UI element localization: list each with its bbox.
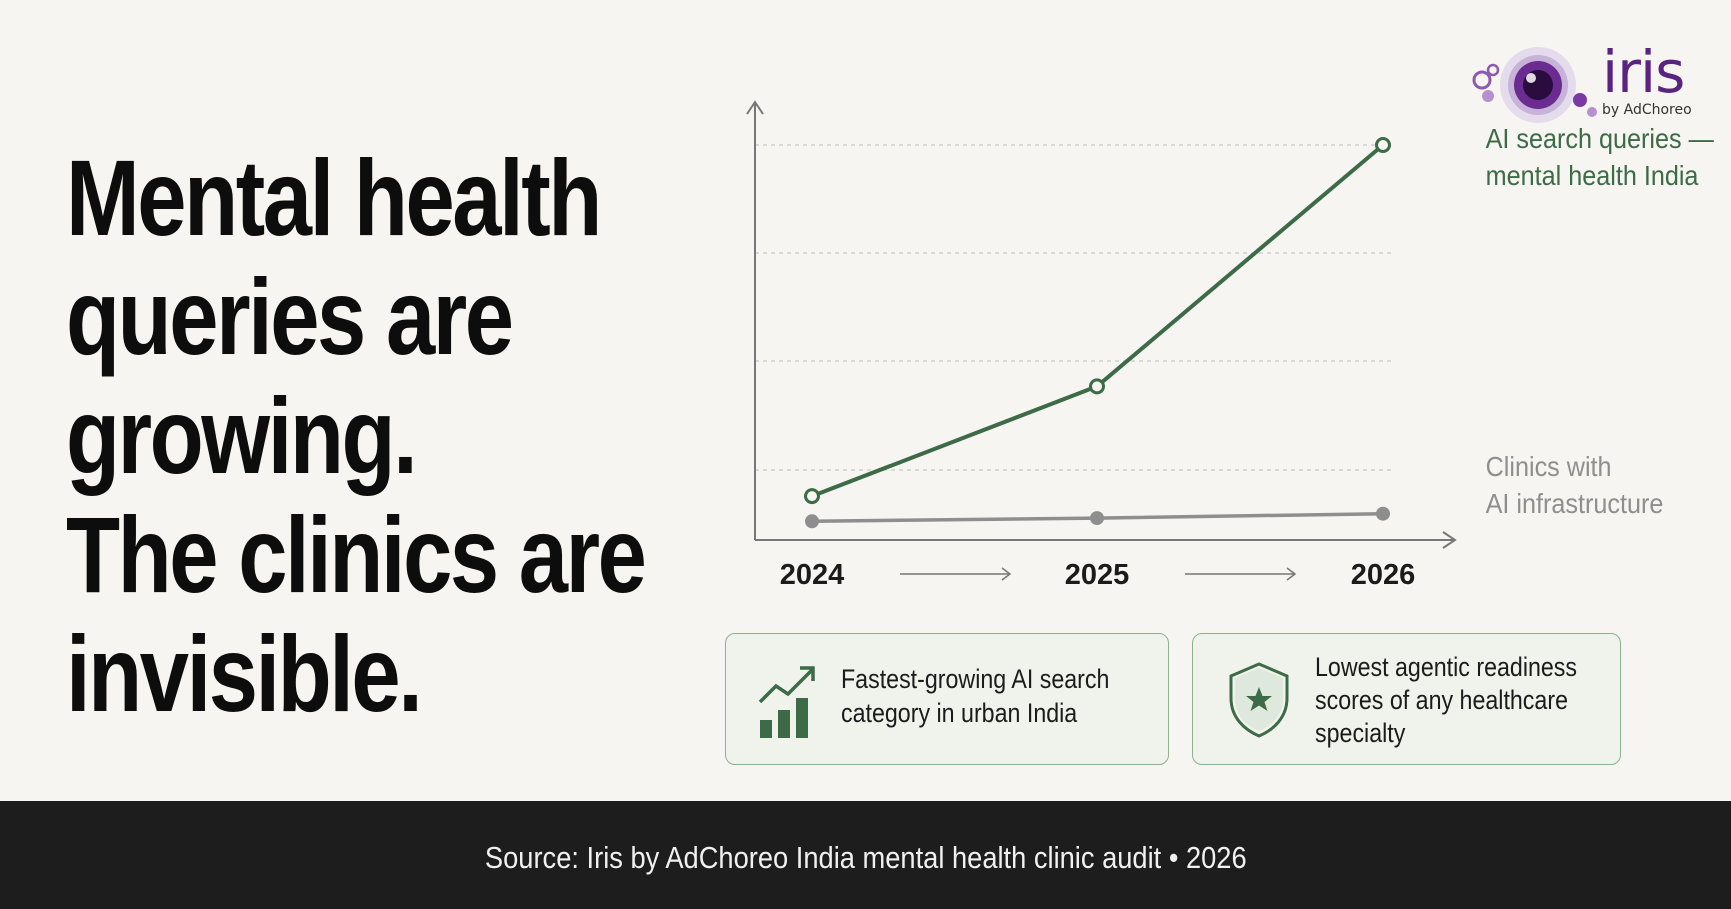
series-2-point-2024: [805, 514, 819, 529]
headline-line-2: queries are: [66, 256, 514, 377]
x-tick-2026: 2026: [1351, 559, 1416, 591]
iris-logo: iris by AdChoreo: [1468, 40, 1698, 130]
series-label-1: AI search queries — mental health India: [1486, 123, 1715, 192]
series-1-point-2024: [804, 488, 820, 505]
series-2-point-2026: [1376, 506, 1390, 521]
series-1-point-2026: [1375, 137, 1391, 153]
insight-card-readiness-text: Lowest agentic readiness scores of any h…: [1315, 652, 1578, 748]
series-label-2-line-1: Clinics with: [1486, 451, 1612, 483]
series-label-1-line-1: AI search queries —: [1486, 123, 1715, 155]
headline: Mental health queries are growing. The c…: [66, 137, 647, 734]
insight-card-readiness: Lowest agentic readiness scores of any h…: [1192, 633, 1621, 765]
x-tick-2025: 2025: [1065, 559, 1130, 591]
series-line-1: [811, 143, 1385, 498]
logo-tagline: by AdChoreo: [1602, 102, 1692, 118]
source-text: Source: Iris by AdChoreo India mental he…: [484, 840, 1247, 875]
series-2-point-2025: [1090, 511, 1104, 526]
x-tick-labels: 2024 2025 2026: [780, 559, 1416, 591]
headline-line-1: Mental health: [66, 137, 602, 258]
insight-card-growth-text: Fastest-growing AI search category in ur…: [841, 664, 1110, 728]
series-1-point-2025: [1089, 378, 1105, 395]
y-axis-arrowhead: [746, 100, 764, 115]
series: [804, 137, 1391, 529]
timeline-arrows: [900, 567, 1297, 581]
timeline-arrowhead-2: [1286, 567, 1297, 581]
line-chart: 2024 2025 2026 AI search queries — mental h…: [746, 100, 1714, 591]
insight-card-growth: Fastest-growing AI search category in ur…: [725, 633, 1169, 765]
series-label-2-line-2: AI infrastructure: [1486, 488, 1664, 520]
x-tick-2024: 2024: [780, 559, 845, 591]
logo-wordmark: iris: [1602, 38, 1685, 106]
timeline-arrowhead-1: [1001, 567, 1012, 581]
headline-line-5: invisible.: [66, 613, 423, 734]
headline-line-3: growing.: [66, 375, 418, 496]
source-line: Source: Iris by AdChoreo India mental he…: [0, 840, 1731, 876]
eye-lens-icon: [1472, 47, 1597, 123]
series-label-1-line-2: mental health India: [1486, 160, 1699, 192]
headline-line-4: The clinics are: [66, 494, 647, 615]
shield-star-icon: [1229, 662, 1289, 738]
grid-lines: [755, 144, 1395, 471]
x-axis-arrowhead: [1442, 531, 1457, 549]
series-labels: AI search queries — mental health India Cl…: [1486, 123, 1715, 520]
series-label-2: Clinics with AI infrastructure: [1486, 451, 1664, 520]
growth-bar-chart-icon: [758, 666, 815, 738]
footer-bar: Source: Iris by AdChoreo India mental he…: [0, 801, 1731, 909]
